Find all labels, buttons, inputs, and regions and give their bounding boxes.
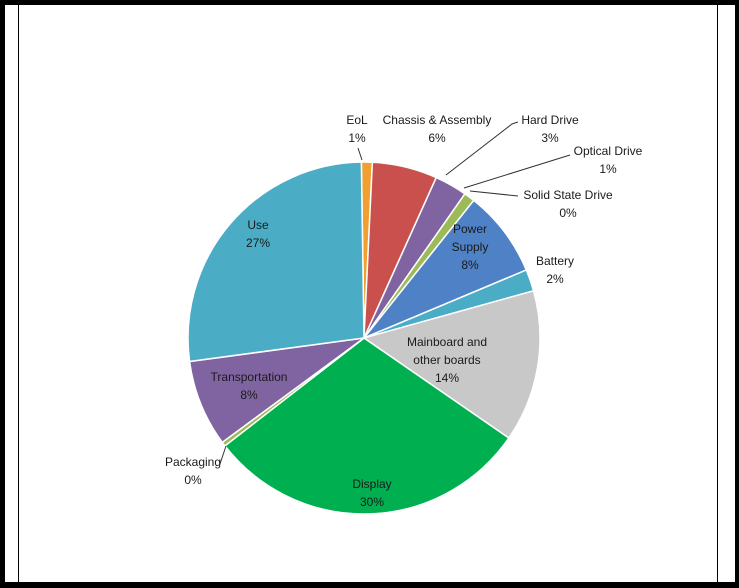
leader-hard-drive — [445, 121, 519, 176]
slice-display — [223, 337, 510, 515]
value-label: 14% — [435, 371, 459, 385]
left-rule — [18, 5, 19, 582]
value-label: 2% — [546, 272, 564, 286]
label-display: Display 30% — [352, 477, 391, 509]
label-packaging: Packaging 0% — [165, 455, 221, 487]
value-label: 6% — [428, 131, 446, 145]
value-label: 8% — [240, 388, 258, 402]
name-label: Display — [352, 477, 391, 491]
value-label: 1% — [599, 162, 617, 176]
name-label: Chassis & Assembly — [383, 113, 492, 127]
name-label: Power — [453, 222, 487, 236]
name-label: other boards — [413, 353, 480, 367]
value-label: 27% — [246, 236, 270, 250]
value-label: 3% — [541, 131, 559, 145]
name-label: Packaging — [165, 455, 221, 469]
slice-labels: EoL 1% Chassis & Assembly 6% Hard Drive 3% Opt… — [165, 113, 643, 509]
name-label: Use — [247, 218, 269, 232]
name-label: Solid State Drive — [523, 188, 613, 202]
slice-use — [187, 161, 365, 363]
slice-mainboard-and-other-boards — [362, 289, 541, 440]
label-hard-drive: Hard Drive 3% — [521, 113, 579, 145]
right-rule — [717, 5, 718, 582]
leader-packaging — [219, 445, 227, 465]
label-mainboard-and-other-boards: Mainboard and other boards 14% — [407, 335, 487, 385]
label-chassis-and-assembly: Chassis & Assembly 6% — [383, 113, 492, 145]
value-label: 8% — [461, 258, 479, 272]
name-label: Battery — [536, 254, 574, 268]
pie-slices — [187, 161, 541, 515]
label-use: Use 27% — [246, 218, 270, 250]
label-transportation: Transportation 8% — [211, 370, 288, 402]
value-label: 0% — [559, 206, 577, 220]
value-label: 1% — [348, 131, 366, 145]
label-power-supply: Power Supply 8% — [452, 222, 489, 272]
name-label: Hard Drive — [521, 113, 579, 127]
value-label: 0% — [184, 473, 202, 487]
label-eol: EoL 1% — [346, 113, 368, 145]
leader-lines — [219, 121, 571, 465]
name-label: Transportation — [211, 370, 288, 384]
value-label: 30% — [360, 495, 384, 509]
name-label: Optical Drive — [574, 144, 643, 158]
name-label: EoL — [346, 113, 368, 127]
label-battery: Battery 2% — [536, 254, 574, 286]
name-label: Supply — [452, 240, 489, 254]
leader-eol — [357, 147, 363, 161]
name-label: Mainboard and — [407, 335, 487, 349]
leader-optical-drive — [463, 154, 571, 189]
label-solid-state-drive: Solid State Drive 0% — [523, 188, 613, 220]
label-optical-drive: Optical Drive 1% — [574, 144, 643, 176]
leader-solid-state-drive — [469, 190, 519, 197]
